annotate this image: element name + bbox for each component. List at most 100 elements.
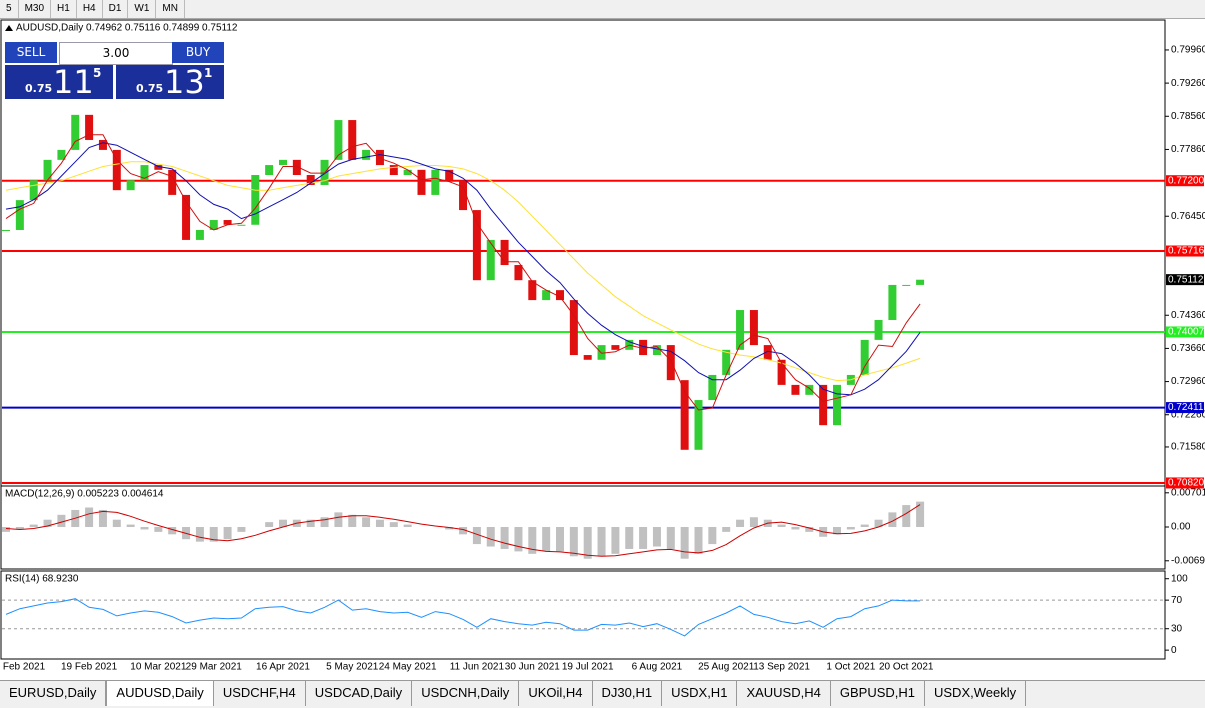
candle	[639, 339, 648, 356]
ask-box[interactable]	[116, 65, 224, 99]
title-arrow	[5, 25, 13, 31]
histogram-bar	[348, 514, 357, 528]
histogram-bar	[154, 527, 163, 532]
chart-tab[interactable]: USDCHF,H4	[214, 681, 306, 706]
candle	[71, 114, 80, 150]
y-tick-label: 0.71580	[1171, 442, 1205, 453]
histogram-bar	[597, 527, 606, 557]
candle	[791, 384, 800, 395]
chart-tab[interactable]: EURUSD,Daily	[0, 681, 107, 706]
level-label-box	[1166, 477, 1204, 489]
buy-button[interactable]: BUY	[172, 42, 224, 63]
timeframe-button[interactable]: W1	[128, 0, 157, 18]
panel-title: MACD(12,26,9) 0.005223 0.004614	[5, 489, 164, 500]
bid-prefix: 0.75	[25, 82, 53, 95]
histogram-bar	[625, 527, 634, 549]
moving-average	[5, 161, 921, 382]
panel-title: RSI(14) 68.9230	[5, 574, 79, 585]
bid-box[interactable]	[5, 65, 113, 99]
histogram-bar	[209, 527, 218, 542]
histogram-bar	[500, 527, 509, 549]
ask-small: 1	[204, 66, 213, 80]
candle	[140, 165, 149, 181]
candle	[874, 319, 883, 340]
chart-tab[interactable]: USDCAD,Daily	[306, 681, 413, 706]
y-tick-label: 0.79260	[1171, 78, 1205, 89]
histogram-bar	[98, 509, 107, 528]
timeframe-button[interactable]: H1	[51, 0, 77, 18]
timeframe-button[interactable]: MN	[156, 0, 185, 18]
level-label: 0.72411	[1168, 402, 1204, 413]
last-price-label: 0.75112	[1168, 274, 1204, 285]
candle	[98, 139, 107, 150]
histogram-bar	[791, 527, 800, 530]
moving-average	[5, 134, 921, 411]
y-tick-label: 0	[1171, 645, 1177, 656]
y-tick-label: 70	[1171, 595, 1183, 606]
histogram-bar	[306, 519, 315, 528]
y-tick-label: 0.73660	[1171, 343, 1205, 354]
candle	[306, 175, 315, 185]
y-tick-label: 0.77860	[1171, 144, 1205, 155]
candle	[195, 229, 204, 240]
histogram-bar	[223, 527, 232, 540]
candle	[362, 149, 371, 160]
timeframe-button[interactable]: H4	[77, 0, 103, 18]
timeframe-button[interactable]: M30	[19, 0, 52, 18]
histogram-bar	[29, 524, 38, 528]
candle	[708, 374, 717, 401]
x-tick-label: 5 May 2021	[326, 662, 379, 673]
histogram-bar	[168, 527, 177, 535]
histogram-bar	[2, 527, 10, 532]
level-label-box	[1166, 245, 1204, 257]
chart-tab[interactable]: DJ30,H1	[593, 681, 663, 706]
chart-tab[interactable]: AUDUSD,Daily	[106, 681, 214, 706]
candle	[514, 265, 523, 281]
histogram-bar	[805, 527, 814, 532]
histogram-bar	[680, 527, 689, 559]
chart-tab[interactable]: UKOil,H4	[519, 681, 593, 706]
timeframe-button[interactable]: 5	[0, 0, 19, 18]
histogram-bar	[874, 519, 883, 528]
candle	[209, 220, 218, 230]
panel-title: AUDUSD,Daily 0.74962 0.75116 0.74899 0.7…	[16, 23, 238, 34]
chart-tab[interactable]: USDX,H1	[662, 681, 738, 706]
x-tick-label: 16 Apr 2021	[256, 662, 310, 673]
chart-tab[interactable]: XAUUSD,H4	[737, 681, 831, 706]
histogram-bar	[486, 527, 495, 547]
chart-tab[interactable]: USDCNH,Daily	[412, 681, 520, 706]
histogram-bar	[652, 527, 661, 547]
histogram-bar	[916, 501, 925, 528]
histogram-bar	[445, 527, 454, 530]
ask-prefix: 0.75	[136, 82, 164, 95]
y-tick-label: 30	[1171, 623, 1183, 634]
candle	[431, 169, 440, 195]
candle	[694, 400, 703, 450]
chart-tab[interactable]: GBPUSD,H1	[831, 681, 925, 706]
timeframe-button[interactable]: D1	[103, 0, 129, 18]
y-tick-label: 0.72960	[1171, 376, 1205, 387]
sell-button[interactable]: SELL	[5, 42, 57, 63]
signal-line	[5, 504, 921, 557]
candle	[528, 280, 537, 301]
candle	[819, 384, 828, 426]
histogram-bar	[334, 512, 343, 528]
histogram-bar	[860, 524, 869, 528]
candle	[348, 120, 357, 160]
x-tick-label: 13 Sep 2021	[753, 662, 810, 673]
candle	[472, 210, 481, 281]
candle	[611, 345, 620, 350]
level-label: 0.70820	[1168, 478, 1205, 489]
histogram-bar	[362, 517, 371, 528]
histogram-bar	[279, 519, 287, 528]
level-label: 0.74007	[1168, 327, 1205, 338]
candle	[29, 180, 38, 201]
x-tick-label: 1 Oct 2021	[826, 662, 875, 673]
candle	[777, 359, 786, 385]
lots-field[interactable]: 3.00	[59, 42, 173, 65]
histogram-bar	[514, 527, 523, 552]
x-tick-label: 30 Jun 2021	[505, 662, 560, 673]
chart-tab[interactable]: USDX,Weekly	[925, 681, 1027, 706]
histogram-bar	[528, 527, 537, 554]
histogram-bar	[777, 524, 786, 528]
